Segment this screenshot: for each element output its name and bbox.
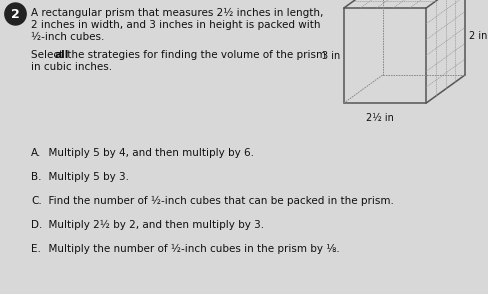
Text: all: all [54, 50, 69, 60]
Text: ½-inch cubes.: ½-inch cubes. [31, 32, 104, 42]
Text: Multiply the number of ½-inch cubes in the prism by ⅛.: Multiply the number of ½-inch cubes in t… [41, 244, 340, 254]
Text: A rectangular prism that measures 2½ inches in length,: A rectangular prism that measures 2½ inc… [31, 8, 324, 18]
Text: Find the number of ½-inch cubes that can be packed in the prism.: Find the number of ½-inch cubes that can… [41, 196, 393, 206]
Text: the strategies for finding the volume of the prism: the strategies for finding the volume of… [64, 50, 326, 60]
Circle shape [5, 3, 26, 25]
Text: 3 in: 3 in [322, 51, 340, 61]
Text: 2: 2 [11, 8, 20, 21]
Text: in cubic inches.: in cubic inches. [31, 62, 112, 72]
Text: Multiply 2½ by 2, and then multiply by 3.: Multiply 2½ by 2, and then multiply by 3… [41, 220, 264, 230]
Text: A.: A. [31, 148, 41, 158]
Text: B.: B. [31, 172, 41, 182]
Text: Multiply 5 by 3.: Multiply 5 by 3. [41, 172, 129, 182]
Text: D.: D. [31, 220, 42, 230]
Text: Multiply 5 by 4, and then multiply by 6.: Multiply 5 by 4, and then multiply by 6. [41, 148, 254, 158]
Text: 2 inches in width, and 3 inches in height is packed with: 2 inches in width, and 3 inches in heigh… [31, 20, 321, 30]
Text: C.: C. [31, 196, 42, 206]
Text: 2½ in: 2½ in [366, 113, 394, 123]
Text: Select: Select [31, 50, 66, 60]
Text: 2 in: 2 in [469, 31, 487, 41]
Text: E.: E. [31, 244, 41, 254]
